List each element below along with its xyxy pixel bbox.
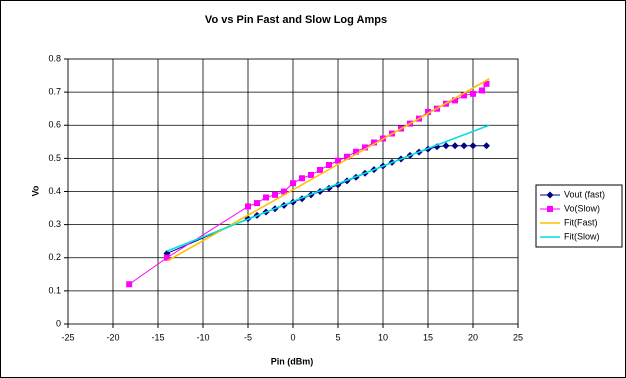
marker [290, 180, 296, 187]
x-tick-label: -10 [196, 332, 209, 342]
marker [164, 254, 170, 261]
x-tick-label: -20 [106, 332, 119, 342]
marker [335, 157, 341, 164]
marker [254, 200, 260, 207]
marker [547, 206, 553, 212]
marker [546, 191, 554, 199]
marker [317, 166, 323, 173]
y-tick-label: 0.3 [48, 219, 61, 229]
y-tick-label: 0.8 [48, 53, 61, 63]
y-tick-label: 0.1 [48, 285, 61, 295]
y-tick-label: 0.6 [48, 120, 61, 130]
y-tick-label: 0.5 [48, 153, 61, 163]
y-tick-label: 0.2 [48, 252, 61, 262]
x-tick-label: -15 [151, 332, 164, 342]
x-tick-label: 15 [423, 332, 433, 342]
x-tick-label: -25 [61, 332, 74, 342]
legend-label: Vout (fast) [564, 189, 605, 199]
marker [461, 92, 467, 99]
marker [326, 162, 332, 168]
marker [263, 194, 269, 201]
marker [272, 191, 278, 198]
marker [344, 153, 350, 160]
marker [469, 142, 477, 150]
marker [353, 148, 359, 155]
marker [308, 171, 314, 178]
y-tick-label: 0.7 [48, 87, 61, 97]
marker [126, 281, 133, 288]
marker [299, 175, 305, 182]
marker [362, 144, 368, 151]
marker [442, 142, 450, 150]
marker [452, 97, 458, 104]
legend-label: Fit(Fast) [564, 217, 598, 227]
marker [425, 109, 431, 115]
marker [460, 142, 468, 150]
series-line [166, 124, 490, 252]
marker [245, 203, 251, 210]
x-tick-label: 10 [378, 332, 388, 342]
x-tick-label: 5 [335, 332, 340, 342]
x-tick-label: -5 [244, 332, 252, 342]
x-axis-title: Pin (dBm) [271, 356, 314, 366]
x-tick-label: 0 [290, 332, 295, 342]
marker [470, 90, 476, 97]
legend-label: Fit(Slow) [564, 231, 600, 241]
y-tick-label: 0 [56, 318, 61, 328]
chart-title: Vo vs Pin Fast and Slow Log Amps [205, 14, 387, 26]
y-axis-title: Vo [30, 185, 40, 196]
legend-label: Vo(Slow) [564, 203, 600, 213]
x-tick-label: 25 [513, 332, 523, 342]
x-tick-label: 20 [468, 332, 478, 342]
marker [371, 139, 377, 146]
marker [451, 142, 459, 150]
marker [479, 87, 485, 94]
marker [483, 142, 490, 150]
marker [483, 80, 490, 87]
marker [281, 188, 287, 195]
y-tick-label: 0.4 [48, 186, 61, 196]
